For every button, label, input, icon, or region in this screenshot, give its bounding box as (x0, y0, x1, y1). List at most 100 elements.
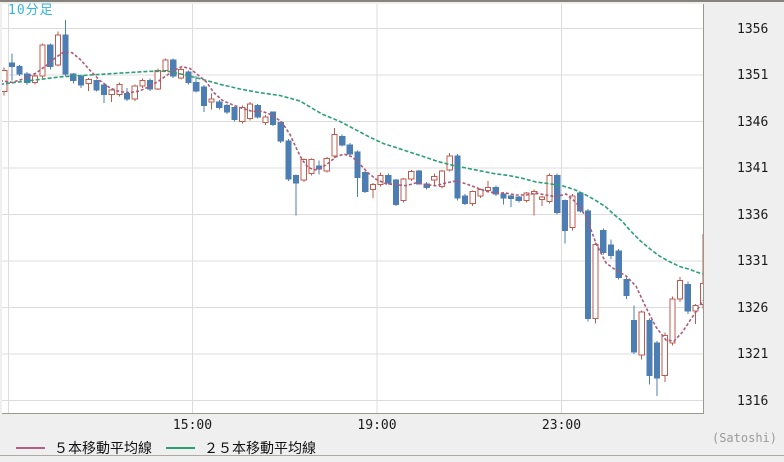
candle-up (139, 78, 146, 89)
candle-down (600, 228, 607, 255)
candle-up (692, 303, 699, 325)
candle-up (485, 181, 492, 193)
time-axis-label: 19:00 (357, 418, 397, 433)
price-axis-label: 1331 (737, 254, 769, 269)
candle-down (554, 173, 561, 215)
candle-up (39, 43, 46, 78)
ma5-line-swatch (16, 447, 45, 449)
price-axis-label: 1316 (737, 393, 769, 409)
candle-up (162, 58, 169, 73)
candle-up (116, 82, 123, 97)
candle-up (592, 242, 599, 324)
legend: ５本移動平均線 ２５本移動平均線 (16, 439, 316, 457)
candle-down (292, 174, 300, 216)
candle-down (515, 195, 522, 203)
candle-up (469, 190, 476, 207)
candle-down (623, 277, 630, 300)
candle-down (454, 154, 461, 201)
candle-down (392, 179, 400, 207)
candlestick-plot[interactable] (2, 4, 703, 413)
ma25-line-swatch (166, 447, 195, 449)
candle-up (569, 194, 576, 231)
candle-down (354, 150, 361, 197)
candle-down (277, 121, 284, 143)
candle-down (362, 170, 369, 194)
candle-down (508, 194, 515, 208)
candle-up (85, 77, 92, 91)
ma25-line (2, 70, 703, 275)
candle-down (100, 84, 108, 103)
candle-down (16, 64, 23, 76)
candles (2, 20, 703, 396)
candle-down (170, 58, 177, 78)
candle-up (377, 172, 384, 187)
candle-down (561, 199, 569, 244)
candle-down (615, 248, 622, 280)
candle-down (231, 106, 238, 122)
price-axis-label: 1341 (737, 161, 769, 176)
candle-down (62, 20, 69, 76)
interval-title: 10分足 (8, 3, 54, 18)
price-axis-label: 1336 (737, 207, 769, 223)
candle-up (477, 188, 484, 198)
price-axis: 1356 1351 1346 1341 1336 1331 1326 1321 1316 (704, 2, 784, 413)
candle-down (70, 73, 77, 84)
candle-up (546, 173, 553, 204)
candle-down (653, 340, 661, 396)
candle-down (415, 169, 423, 185)
candle-up (669, 296, 676, 346)
time-axis-label: 23:00 (541, 418, 582, 433)
candle-down (193, 75, 200, 93)
candle-up (431, 173, 438, 187)
ma5-line (2, 50, 703, 342)
price-axis-label: 1356 (737, 21, 769, 37)
candle-down (93, 79, 100, 92)
candle-up (262, 114, 269, 126)
candle-down (646, 318, 653, 385)
time-axis-label: 15:00 (172, 418, 213, 433)
candle-down (8, 53, 15, 81)
candle-down (500, 192, 507, 205)
candle-up (54, 31, 62, 67)
unit-note: (Satoshi) (711, 431, 777, 445)
candle-up (331, 128, 338, 158)
plot-area[interactable] (2, 4, 704, 414)
candle-up (400, 178, 407, 203)
candle-up (369, 182, 376, 198)
candle-down (346, 142, 353, 156)
candle-up (208, 93, 215, 110)
candle-down (385, 173, 392, 185)
candle-down (47, 43, 54, 70)
candle-down (492, 185, 499, 196)
candle-down (285, 139, 292, 182)
candle-up (638, 310, 645, 360)
candle-down (339, 134, 346, 147)
time-axis: 15:00 19:00 23:00 (0, 413, 703, 435)
candle-up (523, 192, 530, 203)
candle-up (446, 153, 453, 172)
ma25-legend-label: ２５本移動平均線 (204, 441, 316, 457)
candle-down (147, 78, 154, 91)
ma5-legend-label: ５本移動平均線 (54, 441, 152, 457)
gridlines (2, 4, 703, 413)
candle-down (200, 85, 208, 113)
price-axis-label: 1326 (737, 300, 769, 316)
candle-up (661, 332, 668, 382)
candle-down (223, 103, 231, 115)
candle-up (408, 169, 415, 182)
candle-up (538, 195, 545, 207)
candle-down (269, 111, 277, 127)
candle-up (108, 88, 115, 102)
candle-down (607, 239, 615, 260)
legend-item-ma5: ５本移動平均線 (16, 438, 152, 458)
price-axis-label: 1346 (737, 114, 769, 130)
bottom-divider (0, 455, 784, 456)
candle-up (438, 169, 446, 189)
candle-down (584, 208, 592, 322)
candle-up (700, 234, 703, 309)
candle-up (677, 276, 684, 302)
candle-down (123, 88, 131, 102)
price-axis-label: 1351 (737, 68, 769, 83)
legend-item-ma25: ２５本移動平均線 (166, 438, 316, 458)
candle-down (684, 281, 691, 315)
